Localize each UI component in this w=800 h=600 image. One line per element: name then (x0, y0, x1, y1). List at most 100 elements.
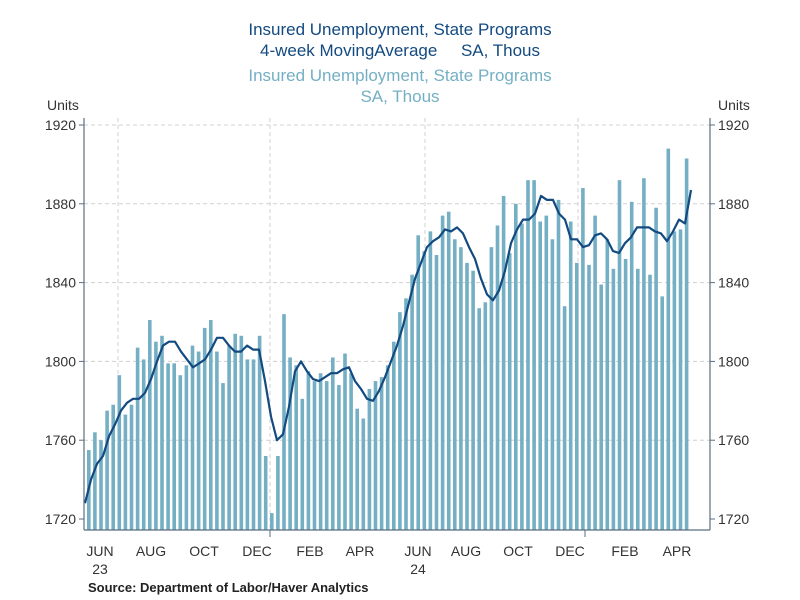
bar (251, 359, 256, 530)
source-note: Source: Department of Labor/Haver Analyt… (88, 580, 369, 595)
bar (288, 357, 292, 530)
bar (489, 247, 494, 530)
bar (605, 239, 610, 530)
bar (355, 408, 359, 530)
bar (196, 351, 201, 530)
bar (550, 239, 555, 530)
bar (477, 308, 481, 530)
y-tick-label-left: 1800 (45, 353, 76, 369)
bar (684, 158, 689, 531)
bar (379, 377, 384, 530)
bar (483, 302, 488, 530)
bar (282, 314, 286, 530)
bar (209, 320, 213, 530)
bar (660, 296, 664, 530)
x-tick-label: FEB (611, 543, 638, 559)
bar (514, 203, 518, 531)
bar (392, 341, 396, 530)
bar (324, 381, 329, 530)
x-tick-label: DEC (242, 543, 272, 559)
bar (239, 335, 244, 530)
bar (654, 207, 658, 531)
bar (520, 223, 524, 530)
bar (306, 371, 311, 530)
y-tick-label-right: 1840 (718, 275, 749, 291)
bar (331, 357, 335, 530)
bar (337, 385, 341, 530)
bar (446, 211, 451, 530)
y-tick-label-left: 1720 (45, 511, 76, 527)
title-line-4: SA, Thous (360, 87, 440, 106)
moving-average-line (83, 189, 693, 504)
y-axis-label-right: Units (718, 97, 750, 113)
title-line-2: 4-week MovingAverage SA, Thous (259, 41, 541, 60)
bar (166, 363, 170, 530)
bar (99, 440, 103, 530)
bar (129, 404, 134, 530)
bar (404, 298, 408, 530)
y-tick-label-right: 1760 (718, 432, 749, 448)
bar (215, 351, 219, 530)
x-tick-label: APR (346, 543, 375, 559)
bar (593, 215, 597, 530)
bar (227, 345, 231, 530)
bar (568, 221, 573, 530)
y-tick-label-left: 1760 (45, 432, 76, 448)
bar (672, 231, 677, 530)
bar (312, 381, 317, 530)
bar (263, 455, 268, 530)
bar (141, 359, 146, 530)
bar (581, 188, 585, 531)
bar (361, 418, 366, 530)
y-tick-label-left: 1920 (45, 117, 76, 133)
bar (587, 264, 591, 530)
y-tick-label-left: 1880 (45, 196, 76, 212)
bar (562, 306, 567, 530)
bar (276, 455, 280, 530)
bar (154, 341, 158, 530)
bar (178, 375, 183, 530)
y-tick-label-right: 1720 (718, 511, 749, 527)
bar (617, 180, 622, 530)
bar (349, 373, 353, 530)
bar (629, 201, 634, 530)
x-tick-label: OCT (189, 543, 219, 559)
bar (202, 327, 207, 530)
bar (245, 359, 250, 530)
bar (172, 363, 176, 530)
bar (233, 333, 237, 530)
bar (367, 388, 372, 530)
bar (532, 180, 536, 530)
x-tick-label: APR (663, 543, 692, 559)
bar (459, 247, 463, 530)
y-axis-label-left: Units (47, 97, 79, 113)
bar (623, 258, 628, 530)
bar (257, 335, 262, 530)
bar (453, 239, 457, 530)
title-line-3: Insured Unemployment, State Programs (248, 66, 552, 85)
bar (422, 251, 427, 530)
bar (416, 235, 420, 530)
y-tick-label-right: 1880 (718, 196, 749, 212)
bar (318, 373, 323, 530)
bar (93, 432, 97, 530)
y-tick-label-right: 1800 (718, 353, 749, 369)
bar (501, 195, 506, 531)
bar (642, 178, 646, 530)
bar (160, 335, 164, 530)
bar (300, 398, 305, 530)
x-tick-label: AUG (136, 543, 166, 559)
title-line-1: Insured Unemployment, State Programs (248, 20, 552, 39)
bar (495, 225, 500, 530)
bar (190, 345, 195, 530)
bar (184, 365, 189, 530)
x-tick-label: JUN (86, 543, 113, 559)
bar (544, 215, 549, 530)
bar (343, 353, 347, 530)
x-tick-label: OCT (503, 543, 533, 559)
bar (471, 270, 475, 530)
bar (526, 180, 530, 530)
bar (507, 253, 512, 531)
bar (575, 262, 579, 530)
